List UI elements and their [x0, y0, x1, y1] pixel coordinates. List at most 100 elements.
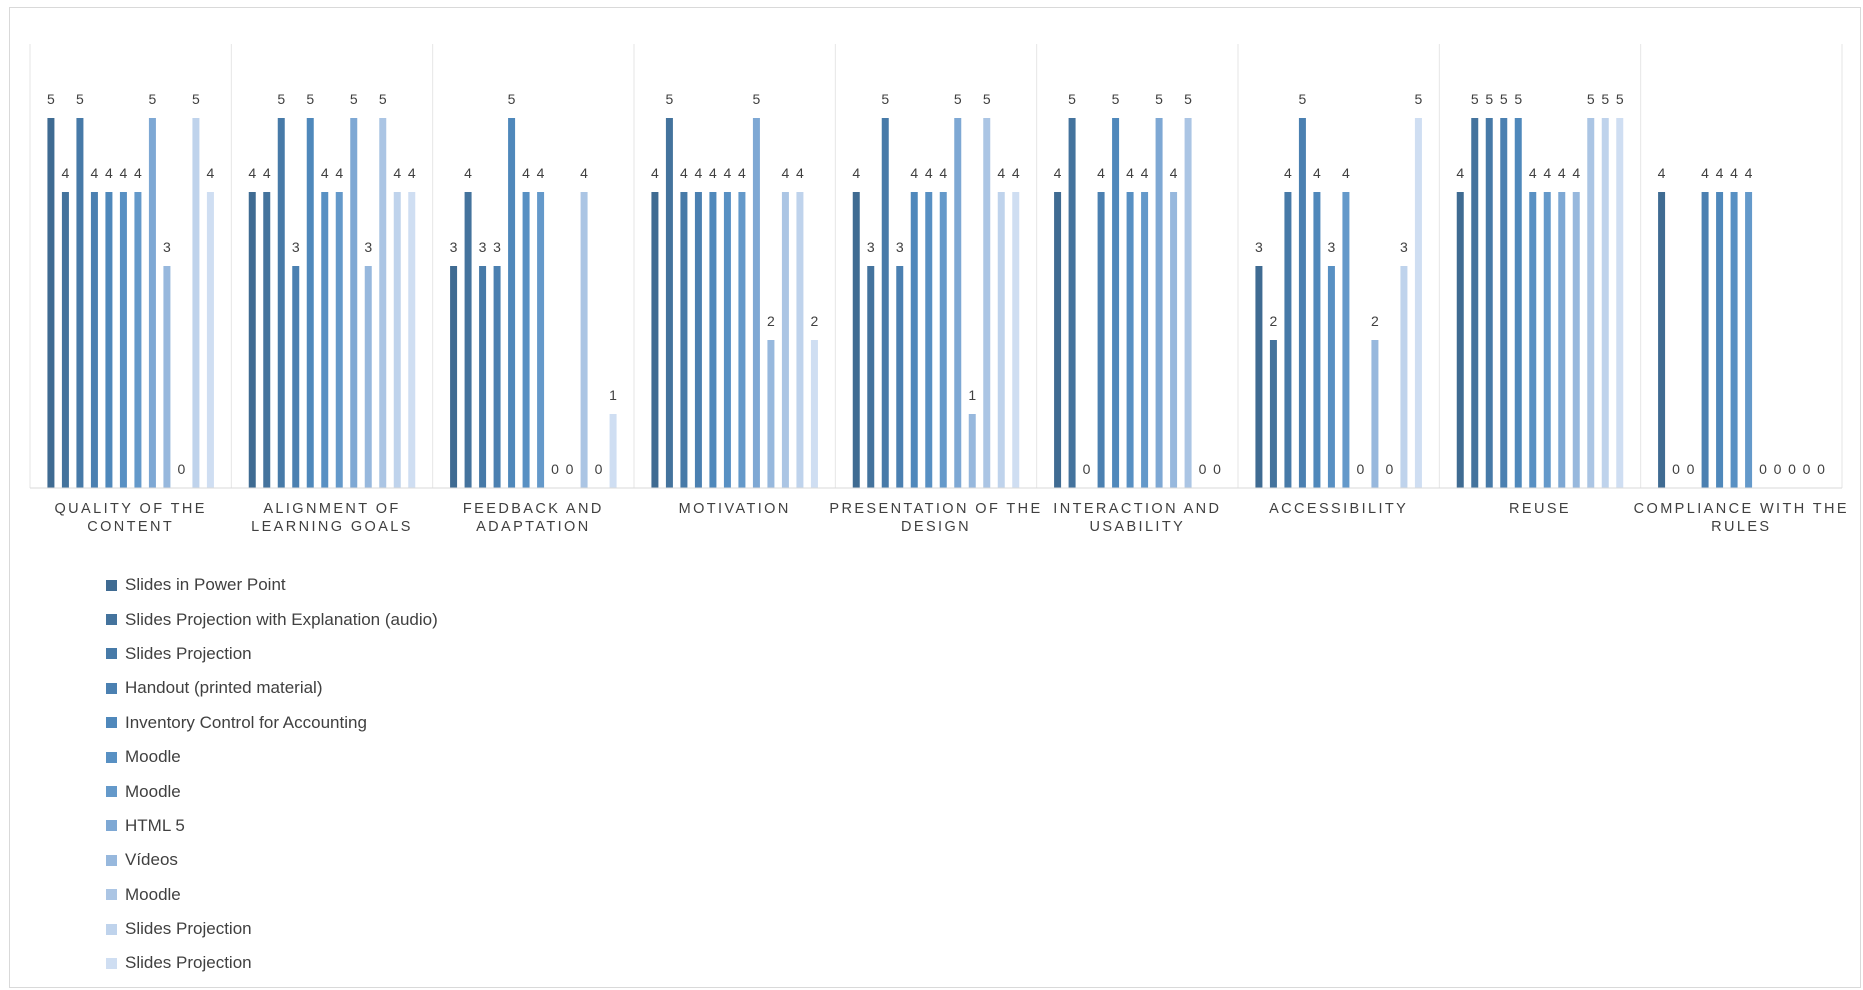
bar-value-label: 4	[1097, 165, 1105, 181]
legend-label: Slides Projection	[125, 919, 252, 939]
legend-label: Moodle	[125, 747, 181, 767]
bar-value-label: 4	[680, 165, 688, 181]
bar	[1097, 192, 1105, 488]
bar-value-label: 5	[1471, 91, 1479, 107]
bar-value-label: 1	[609, 387, 617, 403]
bar	[1514, 118, 1522, 488]
bar-value-label: 5	[1500, 91, 1508, 107]
bar-value-label: 0	[1199, 461, 1207, 477]
bar-value-label: 4	[724, 165, 732, 181]
bar-value-label: 4	[997, 165, 1005, 181]
bar	[1012, 192, 1020, 488]
bar	[1054, 192, 1062, 488]
bar-value-label: 5	[881, 91, 889, 107]
bar	[1112, 118, 1120, 488]
bar-value-label: 5	[1112, 91, 1120, 107]
bar	[1658, 192, 1666, 488]
bar	[119, 192, 127, 488]
bar-value-label: 4	[537, 165, 545, 181]
bar-value-label: 3	[896, 239, 904, 255]
legend-swatch	[106, 614, 117, 626]
legend-item: Moodle	[106, 740, 438, 774]
legend-label: Slides in Power Point	[125, 575, 286, 595]
bar	[781, 192, 789, 488]
bar	[1400, 266, 1408, 488]
bar	[1155, 118, 1163, 488]
bar	[277, 118, 285, 488]
bar-value-label: 4	[1284, 165, 1292, 181]
legend-item: Slides Projection	[106, 912, 438, 946]
bar-value-label: 4	[1730, 165, 1738, 181]
bar-value-label: 2	[811, 313, 819, 329]
bar-value-label: 5	[1514, 91, 1522, 107]
bar-value-label: 4	[852, 165, 860, 181]
legend-swatch	[106, 648, 117, 660]
bar-value-label: 4	[910, 165, 918, 181]
bar	[1313, 192, 1321, 488]
bar-value-label: 5	[508, 91, 516, 107]
bar-value-label: 4	[1543, 165, 1551, 181]
bar	[76, 118, 84, 488]
bar	[1471, 118, 1479, 488]
bar	[1170, 192, 1178, 488]
legend-label: Handout (printed material)	[125, 678, 323, 698]
bar-value-label: 4	[1054, 165, 1062, 181]
category-label: QUALITY OF THE CONTENT	[55, 501, 207, 535]
bar-value-label: 0	[178, 461, 186, 477]
bar-value-label: 4	[1456, 165, 1464, 181]
bar	[896, 266, 904, 488]
bar-value-label: 0	[1803, 461, 1811, 477]
bar-value-label: 3	[1328, 239, 1336, 255]
bar-value-label: 2	[767, 313, 775, 329]
bar-value-label: 5	[983, 91, 991, 107]
category-label: ACCESSIBILITY	[1269, 501, 1408, 517]
bar-value-label: 3	[450, 239, 458, 255]
bar	[709, 192, 717, 488]
bar	[723, 192, 731, 488]
bar-value-label: 0	[1083, 461, 1091, 477]
bar-value-label: 4	[939, 165, 947, 181]
bar	[248, 192, 256, 488]
bar-value-label: 4	[1701, 165, 1709, 181]
bar-value-label: 4	[1170, 165, 1178, 181]
legend-item: Inventory Control for Accounting	[106, 706, 438, 740]
bar	[939, 192, 947, 488]
bar-value-label: 5	[1485, 91, 1493, 107]
bar-value-label: 4	[263, 165, 271, 181]
bar-value-label: 5	[192, 91, 200, 107]
category-label: COMPLIANCE WITH THE RULES	[1634, 501, 1849, 535]
legend-swatch	[106, 682, 117, 694]
bar-value-label: 4	[1012, 165, 1020, 181]
bar	[1284, 192, 1292, 488]
bar	[1716, 192, 1724, 488]
bar-value-label: 5	[1068, 91, 1076, 107]
legend-item: Slides in Power Point	[106, 568, 438, 602]
bar	[651, 192, 659, 488]
bar	[1543, 192, 1551, 488]
bar-value-label: 4	[408, 165, 416, 181]
category-label: ALIGNMENT OF LEARNING GOALS	[251, 501, 413, 535]
bar	[1255, 266, 1263, 488]
bar-value-label: 4	[1141, 165, 1149, 181]
bar-value-label: 4	[62, 165, 70, 181]
bar	[881, 118, 889, 488]
bar-value-label: 4	[1658, 165, 1666, 181]
bar	[163, 266, 171, 488]
bar-value-label: 3	[493, 239, 501, 255]
bar-value-label: 3	[867, 239, 875, 255]
bar-value-label: 0	[1672, 461, 1680, 477]
legend-swatch	[106, 717, 117, 729]
bar	[522, 192, 530, 488]
bar	[1745, 192, 1753, 488]
bar	[752, 118, 760, 488]
bar	[90, 192, 98, 488]
bar-value-label: 4	[1126, 165, 1134, 181]
category-labels-layer: QUALITY OF THE CONTENT ALIGNMENT OF LEARNIN…	[55, 501, 1849, 535]
bar-value-label: 4	[120, 165, 128, 181]
legend: Slides in Power Point Slides Projection w…	[106, 568, 438, 981]
legend-swatch	[106, 820, 117, 832]
legend-swatch	[106, 751, 117, 763]
bar-value-label: 0	[595, 461, 603, 477]
bar-value-label: 5	[1616, 91, 1624, 107]
